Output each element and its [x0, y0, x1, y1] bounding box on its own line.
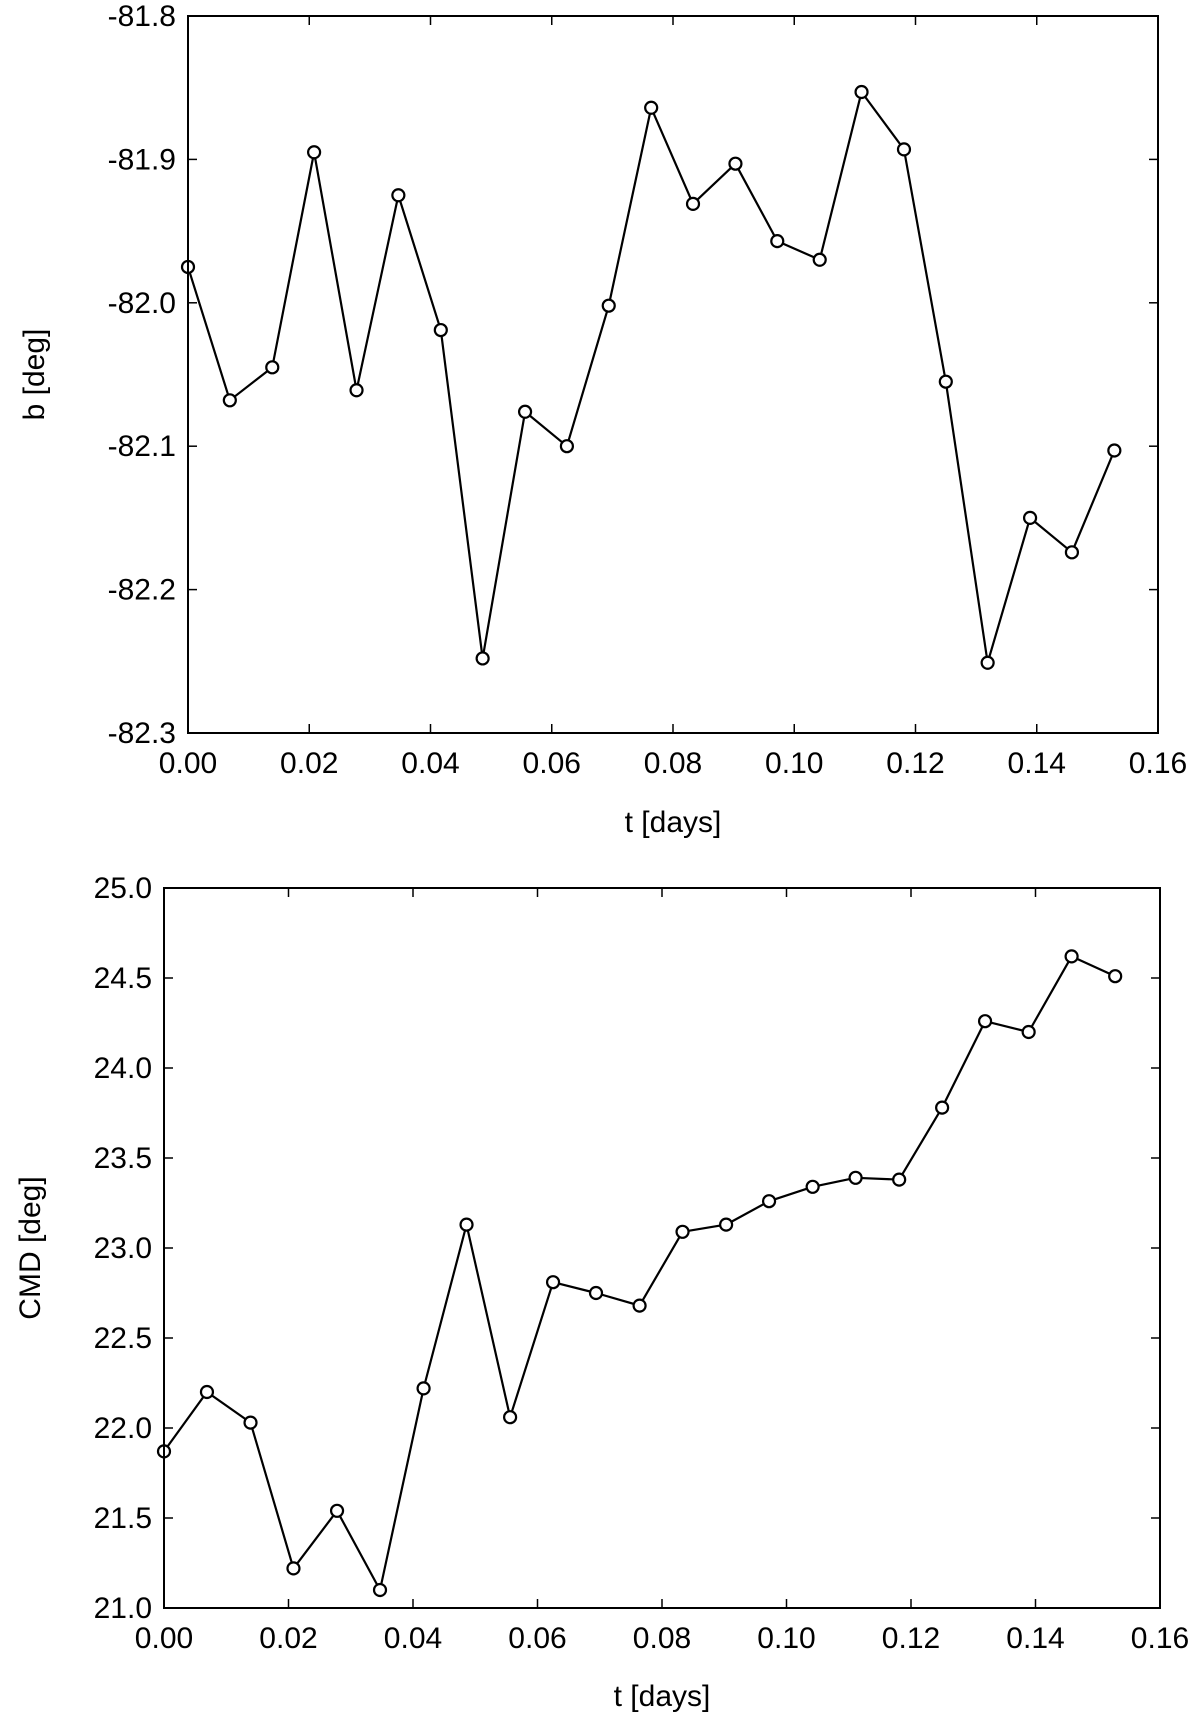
chart-cmd-data-point: [329, 1503, 345, 1518]
chart-cmd-data-point: [761, 1194, 777, 1209]
chart-b-data-point: [1064, 545, 1080, 560]
chart-cmd-y-tick-label: 23.5: [94, 1142, 152, 1175]
chart-b: 0.00 0.02 0.04 0.06 0.08 0.10 0.12 0.14 0.16 -81.…: [18, 0, 1187, 839]
chart-cmd-data-point: [719, 1217, 734, 1232]
chart-b-data-point: [728, 156, 743, 171]
chart-b-x-tick-label: 0.14: [1008, 747, 1066, 780]
chart-b-marks: [180, 84, 1122, 670]
chart-b-x-tick-label: 0.08: [644, 747, 702, 780]
chart-cmd-data-point: [199, 1384, 215, 1400]
chart-cmd-data-point: [545, 1275, 561, 1290]
chart-b-x-tick-label: 0.00: [159, 747, 217, 780]
chart-b-x-tick-label: 0.16: [1129, 747, 1187, 780]
chart-cmd-y-axis-label: CMD [deg]: [14, 1176, 47, 1319]
chart-b-y-tick-label: -82.3: [108, 717, 176, 750]
chart-cmd-ticks: 0.00 0.02 0.04 0.06 0.08 0.10 0.12 0.14 0.16 25.0…: [94, 872, 1190, 1655]
chart-b-y-tick-label: -82.0: [108, 287, 176, 320]
chart-cmd-data-point: [848, 1170, 863, 1185]
chart-b-data-point: [517, 404, 533, 419]
chart-b-y-tick-label: -81.8: [108, 0, 176, 33]
chart-b-data-point: [391, 188, 406, 203]
chart-cmd-y-tick-label: 21.0: [94, 1592, 152, 1625]
chart-cmd-x-tick-label: 0.08: [633, 1622, 691, 1655]
chart-b-x-tick-label: 0.04: [401, 747, 459, 780]
chart-cmd-plot-frame: [163, 887, 1161, 1609]
chart-b-data-point: [559, 439, 575, 454]
chart-cmd-y-tick-label: 24.5: [94, 962, 152, 995]
chart-b-y-tick-label: -82.1: [108, 430, 176, 463]
chart-b-x-tick-label: 0.10: [765, 747, 823, 780]
chart-b-data-point: [222, 393, 237, 408]
chart-cmd-x-tick-label: 0.16: [1131, 1622, 1189, 1655]
chart-b-data-point: [349, 383, 364, 398]
chart-cmd-y-tick-label: 21.5: [94, 1502, 152, 1535]
chart-b-y-tick-label: -81.9: [108, 143, 176, 176]
chart-b-data-point: [812, 252, 827, 267]
chart-cmd-y-tick-label: 24.0: [94, 1052, 152, 1085]
chart-cmd-y-tick-label: 25.0: [94, 872, 152, 905]
chart-cmd-x-tick-label: 0.06: [508, 1622, 566, 1655]
chart-cmd-data-point: [892, 1172, 907, 1187]
chart-cmd-x-axis-label: t [days]: [614, 1680, 711, 1713]
chart-b-data-point: [1107, 443, 1122, 458]
chart-cmd-x-tick-label: 0.00: [135, 1622, 193, 1655]
chart-b-data-point: [896, 142, 912, 157]
chart-cmd-y-tick-label: 22.0: [94, 1412, 152, 1445]
chart-b-ticks: 0.00 0.02 0.04 0.06 0.08 0.10 0.12 0.14 0.16 -81.…: [108, 0, 1188, 780]
chart-b-data-point: [265, 360, 280, 375]
chart-cmd-x-tick-label: 0.10: [757, 1622, 815, 1655]
chart-cmd-data-point: [977, 1014, 993, 1029]
chart-cmd-y-tick-label: 22.5: [94, 1322, 152, 1355]
chart-b-x-axis-label: t [days]: [625, 806, 722, 839]
chart-b-y-tick-label: -82.2: [108, 574, 176, 607]
chart-cmd-data-point: [632, 1298, 647, 1313]
chart-cmd-x-tick-label: 0.04: [384, 1622, 442, 1655]
chart-b-data-point: [475, 651, 490, 666]
chart-cmd-data-point: [503, 1410, 518, 1425]
chart-b-y-axis-label: b [deg]: [18, 329, 51, 421]
chart-b-data-point: [601, 298, 616, 313]
chart-b-x-tick-label: 0.02: [280, 747, 338, 780]
chart-cmd-data-point: [459, 1217, 474, 1232]
chart-b-data-point: [1022, 510, 1038, 526]
chart-b-data-point: [685, 196, 701, 211]
chart-b-plot-frame: [187, 15, 1159, 734]
chart-cmd-data-point: [1108, 969, 1123, 984]
chart-cmd-data-point: [588, 1285, 604, 1301]
chart-cmd-data-point: [805, 1179, 820, 1194]
chart-cmd-x-tick-label: 0.02: [259, 1622, 317, 1655]
chart-b-data-point: [854, 84, 869, 100]
chart-b-series-line: [186, 90, 1116, 664]
chart-cmd-data-point: [372, 1582, 388, 1598]
chart-cmd-data-point: [416, 1381, 431, 1396]
chart-cmd-data-point: [935, 1100, 950, 1115]
chart-b-data-point: [770, 234, 785, 249]
chart-b-data-point: [980, 655, 995, 670]
chart-cmd-data-point: [243, 1415, 258, 1430]
chart-cmd: 0.00 0.02 0.04 0.06 0.08 0.10 0.12 0.14 0.16 25.0…: [14, 872, 1189, 1713]
chart-cmd-x-tick-label: 0.12: [882, 1622, 940, 1655]
chart-cmd-data-point: [286, 1561, 301, 1576]
chart-b-x-tick-label: 0.12: [886, 747, 944, 780]
chart-cmd-x-tick-label: 0.14: [1006, 1622, 1064, 1655]
chart-cmd-y-tick-label: 23.0: [94, 1232, 152, 1265]
chart-b-data-point: [307, 145, 322, 160]
chart-b-data-point: [644, 100, 659, 115]
chart-cmd-data-point: [675, 1224, 690, 1239]
chart-b-data-point: [433, 322, 448, 338]
chart-cmd-data-point: [1021, 1024, 1036, 1040]
chart-cmd-data-point: [1064, 949, 1079, 964]
chart-b-x-tick-label: 0.06: [523, 747, 581, 780]
chart-b-data-point: [938, 374, 953, 389]
chart-cmd-marks: [156, 949, 1123, 1598]
chart-cmd-series-line: [163, 955, 1116, 1592]
